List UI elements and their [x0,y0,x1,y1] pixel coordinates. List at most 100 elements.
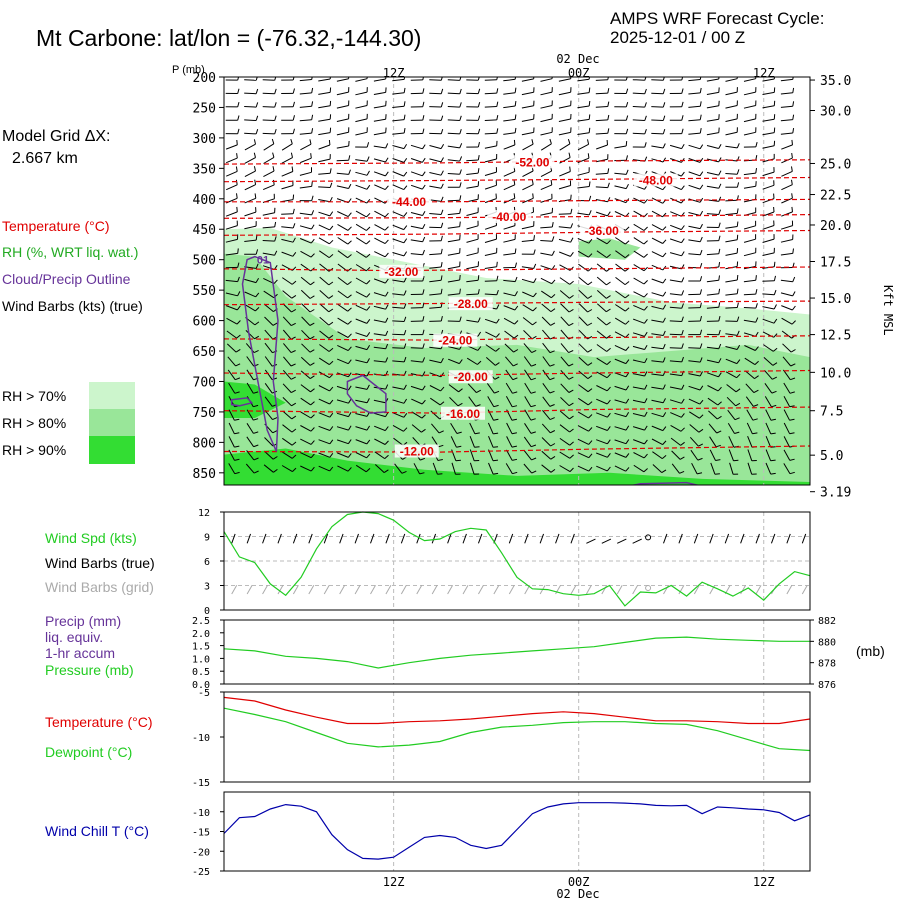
wind-barb-shaft [578,384,589,393]
wind-barb-shaft [521,225,534,230]
wind-barb-flag [292,88,295,94]
wind-barb-flag [607,182,610,188]
wind-barb-flag [347,333,352,338]
wind-barb-shaft [466,293,479,296]
wind-barb-flag [459,288,461,294]
wind-barb-shaft [524,423,532,434]
wind-barb-flag [551,222,554,228]
wind-barb [688,357,703,363]
wind-barb-flag [662,398,666,404]
height-tick-label: 25.0 [820,157,851,172]
wind-barb-true [462,533,467,544]
wind-barb-flag [755,303,758,309]
wind-barb-shaft [595,119,608,122]
wind-barb [762,114,776,122]
height-tick-label: 7.5 [820,405,843,420]
wind-barb-shaft [299,132,312,135]
wind-barb-shaft [632,345,645,350]
wind-barb [577,210,592,216]
wind-barb [355,210,371,218]
wind-barb [542,409,555,421]
wind-barb-shaft [300,438,312,445]
wind-barb [743,289,758,296]
wind-barb-shaft [336,385,349,391]
wind-barb [336,372,352,378]
wind-barb [725,113,738,122]
legend-rh80-label: RH > 80% [2,415,66,431]
wind-barb [540,100,553,109]
wind-barb-shaft [578,263,589,272]
wind-barb-flag [643,293,648,298]
wind-barb [688,343,703,349]
wind-barb [373,143,389,149]
wind-barb [449,397,463,407]
wind-barb-shaft [614,412,627,418]
wind-barb-flag [237,248,239,254]
isotherm-label-bg [394,444,439,458]
wind-barb-shaft [225,305,238,311]
wind-barb [632,115,647,121]
wind-barb [336,140,350,149]
wind-barb-shaft [355,159,368,162]
wind-barb-flag [311,224,315,230]
wind-barb-flag [384,185,389,190]
isotherm-label: -16.00 [446,407,480,421]
wind-barb [392,303,407,309]
wind-barb-flag [531,179,534,185]
wind-barb-grid [585,585,592,595]
wind-barb-flag [514,101,517,107]
wind-barb-shaft [595,186,608,189]
wind-barb-flag [514,77,517,80]
wind-barb [747,449,757,462]
wind-barb-flag [644,102,647,108]
wind-barb-shaft [318,357,330,366]
wind-barb-flag [253,152,256,158]
wind-barb-shaft [707,385,719,392]
wind-barb-flag [718,183,722,189]
wind-barb-shaft [429,346,442,350]
wind-barb-flag [681,413,685,418]
wind-barb [410,171,426,177]
wind-barb-flag [736,182,740,188]
wind-barb [560,356,574,367]
wind-barb-flag [606,308,611,313]
wind-barb-shaft [540,240,553,242]
wind-barb [521,127,535,136]
wind-barb [410,128,425,135]
wind-barb-shaft [264,409,273,420]
wind-barb-shaft [706,185,719,189]
wind-barb [392,77,406,82]
wind-barb-flag [625,155,628,161]
wind-barb-flag [440,248,443,254]
wind-barb-flag [272,152,275,158]
wind-barb [596,263,611,272]
wind-barb [614,77,628,81]
wind-barb-shaft [542,409,551,420]
wind-barb-flag [290,363,296,367]
wind-barb-shaft [447,252,460,256]
wind-barb-flag [715,459,721,461]
wind-barb-shaft [728,436,735,448]
wind-barb-shaft [651,92,664,95]
wind-barb-shaft [632,373,645,377]
wind-barb-shaft [246,369,254,381]
wind-barb [466,102,481,108]
wind-barb-flag [255,292,260,298]
wind-barb [484,88,499,95]
wind-barb-flag [662,252,667,258]
wind-barb-shaft [355,464,367,473]
wind-barb-flag [384,171,389,177]
wind-barb [244,304,260,312]
wind-barb-shaft [596,144,608,150]
ytick-label: 12 [198,508,210,519]
wind-barb [706,329,721,336]
wind-barb-shaft [540,170,552,178]
wind-barb [299,87,314,95]
ytick-label: -20 [192,847,210,858]
wind-barb [447,234,461,243]
wind-barb [355,358,370,364]
wind-barb-shaft [485,331,497,338]
height-tick-label: 20.0 [820,219,851,234]
wind-barb [318,452,334,458]
wind-barb-flag [644,358,648,363]
